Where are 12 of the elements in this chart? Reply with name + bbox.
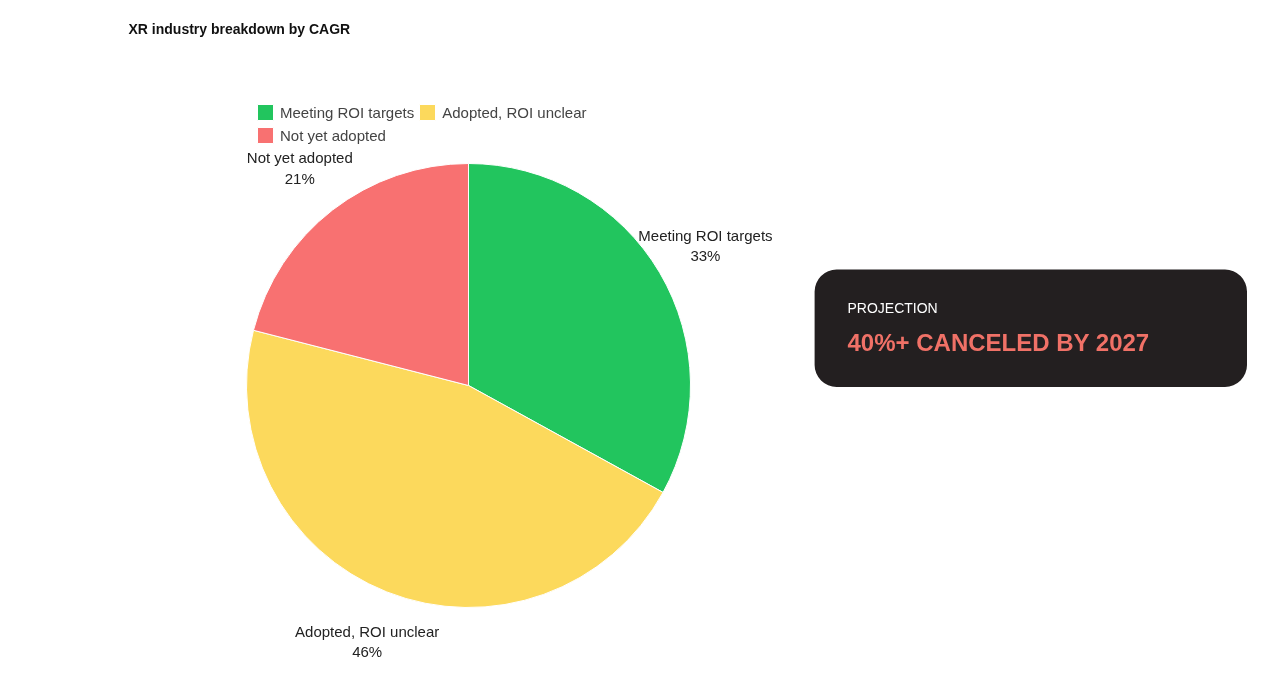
data-label: 33% xyxy=(690,247,721,265)
data-label: 21% xyxy=(284,169,315,187)
text: 40%+ CANCELED BY 2027 xyxy=(847,328,1150,356)
slice-label: Adopted, ROI unclear xyxy=(295,622,440,640)
slice-label: Meeting ROI targets xyxy=(638,226,773,244)
legend-label: Meeting ROI targets xyxy=(280,103,415,121)
slice-label: Not yet adopted xyxy=(246,149,353,167)
data-label: 46% xyxy=(352,643,383,661)
text: PROJECTION xyxy=(847,299,938,316)
chart-title: XR industry breakdown by CAGR xyxy=(128,20,351,37)
legend-label: Not yet adopted xyxy=(280,126,386,144)
legend-label: Adopted, ROI unclear xyxy=(442,103,587,121)
